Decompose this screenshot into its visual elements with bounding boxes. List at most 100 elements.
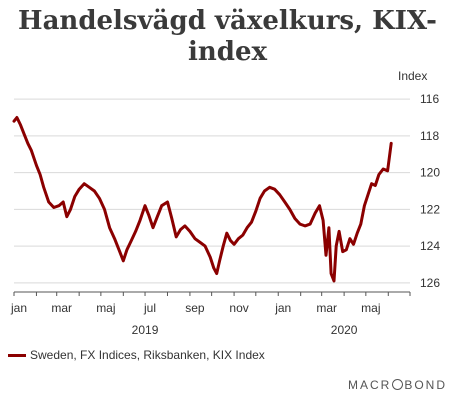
legend-label: Sweden, FX Indices, Riksbanken, KIX Inde…: [30, 348, 265, 362]
x-tick-label: sep: [185, 301, 205, 315]
data-point: [19, 124, 22, 126]
data-point: [194, 237, 196, 240]
data-point: [42, 186, 45, 189]
data-point: [309, 223, 311, 225]
axes: [13, 291, 411, 296]
data-point: [27, 142, 29, 145]
data-point: [39, 173, 41, 176]
data-point: [304, 225, 306, 227]
data-point: [273, 188, 276, 190]
data-point: [268, 186, 271, 189]
data-point: [213, 267, 215, 269]
data-point: [226, 232, 228, 234]
data-point: [246, 226, 248, 229]
legend: Sweden, FX Indices, Riksbanken, KIX Inde…: [8, 348, 265, 362]
data-point: [318, 204, 321, 207]
data-point: [233, 243, 235, 246]
data-point: [58, 204, 60, 207]
axis-labels: 116 118 120 122 124 126 Index jan mar maj jul sep no…: [10, 69, 440, 337]
data-point: [23, 133, 25, 135]
data-point: [356, 232, 359, 234]
data-point: [184, 225, 186, 227]
data-point: [16, 116, 18, 119]
data-point: [299, 223, 301, 225]
data-point: [69, 208, 72, 211]
data-point: [237, 237, 240, 240]
x-tick-label: jul: [143, 301, 156, 315]
data-point: [386, 170, 389, 172]
data-point: [126, 249, 128, 251]
data-point: [333, 280, 335, 282]
data-point: [325, 254, 327, 257]
x-year-label: 2019: [132, 323, 159, 337]
data-point: [83, 182, 85, 185]
data-point: [66, 215, 68, 218]
data-point: [314, 212, 317, 214]
data-point: [53, 206, 55, 209]
x-tick-label: jan: [274, 301, 291, 315]
data-point: [284, 201, 286, 203]
y-tick-label: 124: [420, 239, 440, 253]
data-point: [218, 260, 221, 262]
data-point: [74, 195, 76, 198]
y-tick-label: 120: [420, 166, 440, 180]
y-axis-label: Index: [398, 69, 427, 83]
data-point: [374, 184, 377, 187]
data-point: [160, 204, 163, 207]
data-point: [189, 230, 191, 233]
data-point: [328, 226, 330, 229]
data-point: [199, 241, 201, 244]
data-point: [62, 201, 64, 203]
data-point: [322, 219, 324, 222]
data-point: [349, 237, 351, 240]
series-line: [12, 116, 393, 283]
x-tick-label: mar: [51, 301, 72, 315]
data-point: [30, 149, 33, 152]
data-point: [179, 228, 182, 231]
data-point: [229, 239, 232, 242]
x-tick-label: mar: [316, 301, 337, 315]
gridlines: [14, 98, 410, 284]
data-point: [378, 173, 380, 176]
data-point: [330, 272, 332, 275]
data-point: [382, 168, 385, 170]
data-point: [78, 188, 80, 190]
data-point: [294, 217, 296, 220]
x-tick-label: jan: [10, 301, 27, 315]
data-point: [222, 245, 224, 247]
legend-swatch: [8, 353, 26, 357]
data-point: [250, 221, 253, 223]
data-point: [204, 245, 206, 247]
x-tick-label: maj: [96, 301, 115, 315]
data-point: [144, 204, 146, 207]
data-point: [122, 260, 125, 262]
data-point: [35, 164, 38, 167]
series-layer: [12, 116, 393, 283]
y-tick-label: 118: [420, 129, 439, 143]
data-point: [113, 237, 116, 240]
data-point: [118, 250, 121, 253]
data-point: [134, 230, 137, 233]
x-tick-label: nov: [229, 301, 248, 315]
x-tick-label: maj: [361, 301, 380, 315]
macrobond-logo: MACR BOND: [347, 378, 447, 392]
data-point: [166, 201, 169, 203]
data-point: [289, 208, 291, 211]
line-chart: 116 118 120 122 124 126 Index jan mar maj jul sep no…: [10, 69, 440, 337]
data-point: [370, 182, 373, 185]
x-year-label: 2020: [331, 323, 358, 337]
data-point: [360, 223, 362, 225]
data-point: [47, 201, 50, 203]
chart-title: Handelsvägd växelkurs, KIX-index: [18, 6, 437, 67]
data-point: [345, 249, 348, 251]
data-point: [367, 193, 369, 196]
data-point: [130, 239, 133, 242]
data-point: [363, 204, 366, 207]
data-point: [175, 236, 177, 238]
data-point: [209, 256, 211, 258]
data-point: [215, 272, 218, 275]
data-point: [259, 197, 261, 200]
data-point: [108, 226, 111, 229]
data-point: [338, 230, 340, 233]
data-point: [171, 217, 173, 220]
